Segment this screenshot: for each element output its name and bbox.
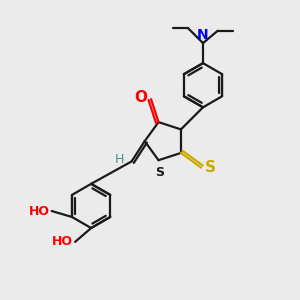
Text: O: O [134, 90, 148, 105]
Text: S: S [205, 160, 216, 175]
Text: HO: HO [29, 205, 50, 218]
Text: HO: HO [52, 236, 73, 248]
Text: N: N [197, 28, 209, 42]
Text: H: H [115, 154, 124, 166]
Text: S: S [155, 166, 164, 178]
